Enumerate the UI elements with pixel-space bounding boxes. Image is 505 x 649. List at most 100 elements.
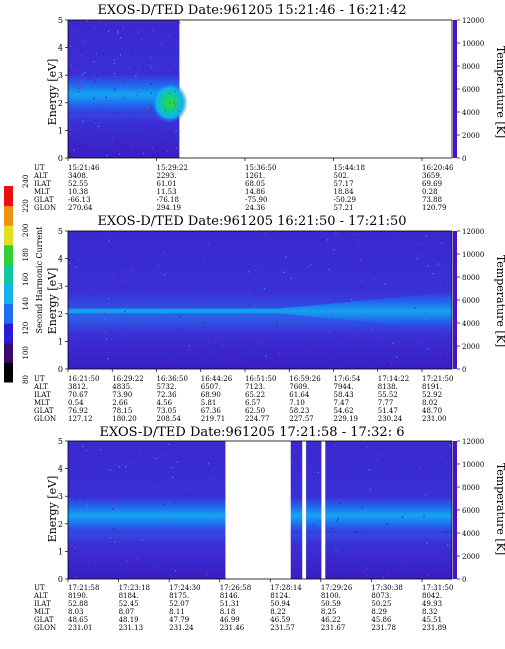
y2-tick-label: 0 bbox=[462, 155, 466, 163]
noise-speck bbox=[370, 367, 372, 369]
noise-speck bbox=[80, 65, 82, 67]
ephemeris-value: 294.19 bbox=[157, 204, 182, 212]
noise-speck bbox=[123, 81, 125, 83]
colorbar-tick-label: 220 bbox=[22, 199, 30, 212]
noise-speck bbox=[384, 283, 386, 285]
noise-speck bbox=[276, 324, 278, 326]
noise-speck bbox=[80, 86, 82, 88]
noise-speck bbox=[366, 575, 368, 577]
noise-speck bbox=[447, 296, 449, 299]
noise-speck bbox=[99, 449, 102, 451]
noise-speck bbox=[211, 511, 213, 513]
noise-speck bbox=[75, 266, 77, 268]
noise-speck bbox=[217, 442, 219, 444]
plot-frame bbox=[67, 230, 453, 370]
ephemeris-value: 208.54 bbox=[157, 415, 182, 423]
ephemeris-value: 76.92 bbox=[68, 407, 88, 415]
ephemeris-value: 52.88 bbox=[68, 600, 88, 608]
noise-speck bbox=[432, 272, 434, 275]
ephemeris-value: 7123. bbox=[245, 383, 265, 391]
y-tick-label: 0 bbox=[58, 575, 63, 584]
noise-speck bbox=[83, 42, 85, 44]
ephemeris-value: 52.45 bbox=[119, 600, 139, 608]
noise-speck bbox=[76, 555, 79, 557]
noise-speck bbox=[133, 38, 135, 40]
noise-speck bbox=[154, 115, 157, 117]
noise-speck bbox=[394, 235, 396, 237]
noise-speck bbox=[155, 458, 157, 460]
y-tick-label: 3 bbox=[58, 71, 63, 80]
noise-speck bbox=[166, 67, 169, 69]
noise-speck bbox=[123, 27, 125, 29]
ephemeris-value: 73.88 bbox=[422, 196, 442, 204]
noise-speck bbox=[333, 249, 335, 251]
ephemeris-value: 50.59 bbox=[321, 600, 341, 608]
noise-speck bbox=[327, 359, 330, 361]
ephemeris-value: 57.17 bbox=[334, 180, 354, 188]
noise-speck bbox=[113, 521, 115, 523]
noise-speck bbox=[445, 267, 447, 269]
ephemeris-value: 17:30:38 bbox=[371, 584, 402, 592]
noise-speck bbox=[363, 532, 365, 534]
panel-3-plot-area bbox=[67, 440, 453, 580]
noise-speck bbox=[110, 482, 112, 484]
noise-speck bbox=[219, 519, 221, 521]
ephemeris-value: 62.50 bbox=[245, 407, 265, 415]
colorbar-tick-label: 140 bbox=[22, 297, 30, 310]
y2-tick-label: 4000 bbox=[462, 109, 480, 117]
noise-speck bbox=[172, 476, 174, 478]
noise-speck bbox=[290, 319, 292, 321]
ephemeris-value: 46.59 bbox=[270, 616, 290, 624]
noise-speck bbox=[70, 45, 72, 47]
ephemeris-row-label: GLON bbox=[34, 415, 56, 423]
ephemeris-value: 229.19 bbox=[334, 415, 359, 423]
noise-speck bbox=[68, 498, 71, 501]
noise-speck bbox=[425, 532, 428, 534]
noise-speck bbox=[135, 75, 137, 77]
ephemeris-value: 48.65 bbox=[68, 616, 88, 624]
ephemeris-value: 8.32 bbox=[422, 608, 438, 616]
ephemeris-value: 48.70 bbox=[422, 407, 442, 415]
noise-speck bbox=[106, 154, 108, 157]
ephemeris-value: 8190. bbox=[68, 592, 88, 600]
noise-speck bbox=[72, 311, 74, 313]
noise-speck bbox=[77, 461, 79, 464]
noise-speck bbox=[417, 304, 419, 306]
noise-speck bbox=[124, 311, 126, 313]
noise-speck bbox=[86, 129, 89, 131]
noise-speck bbox=[108, 233, 110, 235]
ephemeris-row-label: ALT bbox=[33, 383, 48, 391]
data-gap bbox=[302, 441, 307, 579]
ephemeris-value: 58.23 bbox=[289, 407, 309, 415]
noise-speck bbox=[297, 509, 300, 511]
ephemeris-value: 68.05 bbox=[245, 180, 265, 188]
ephemeris-row-label: ALT bbox=[33, 172, 48, 180]
noise-speck bbox=[361, 279, 363, 281]
noise-speck bbox=[99, 20, 101, 22]
noise-speck bbox=[441, 242, 443, 244]
ephemeris-value: 219.71 bbox=[201, 415, 226, 423]
noise-speck bbox=[81, 144, 83, 146]
panel-2-ylabel: Energy [eV] bbox=[46, 268, 59, 335]
ephemeris-value: 17:23:18 bbox=[119, 584, 150, 592]
ephemeris-value: 17:21:58 bbox=[68, 584, 99, 592]
noise-speck bbox=[356, 346, 358, 348]
noise-speck bbox=[106, 351, 109, 353]
noise-speck bbox=[152, 147, 154, 149]
noise-speck bbox=[425, 318, 427, 321]
ephemeris-value: 7.10 bbox=[289, 399, 305, 407]
panel-1-ylabel: Energy [eV] bbox=[46, 59, 59, 126]
noise-speck bbox=[286, 271, 288, 273]
noise-speck bbox=[212, 476, 214, 478]
noise-speck bbox=[331, 313, 333, 315]
ephemeris-value: 57.21 bbox=[334, 204, 354, 212]
noise-speck bbox=[426, 542, 428, 544]
ephemeris-value: 8191. bbox=[422, 383, 442, 391]
ephemeris-row-label: GLAT bbox=[34, 407, 54, 415]
noise-speck bbox=[291, 461, 293, 463]
noise-speck bbox=[121, 463, 123, 465]
noise-speck bbox=[365, 338, 367, 340]
noise-speck bbox=[143, 43, 145, 45]
noise-speck bbox=[129, 461, 131, 463]
